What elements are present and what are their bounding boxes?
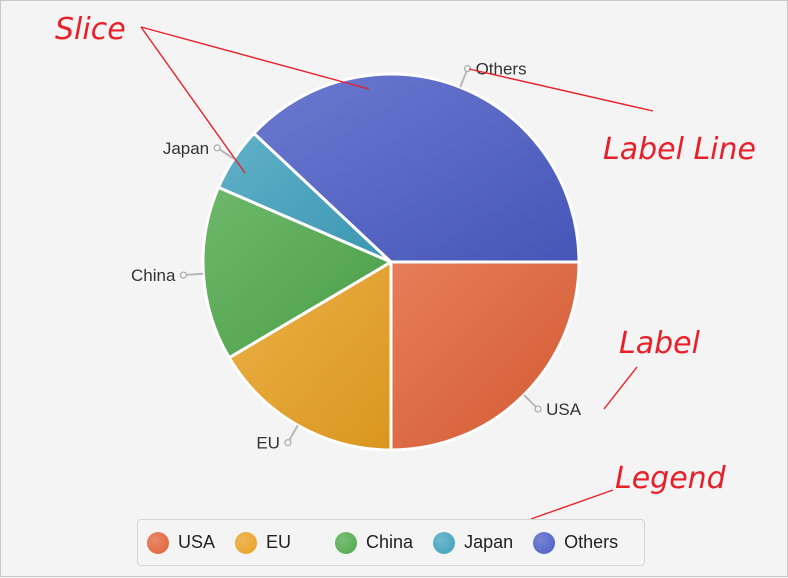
annotation-label: Label — [619, 326, 701, 361]
annotation-line — [603, 366, 638, 410]
legend-item-eu[interactable]: EU — [235, 531, 292, 554]
legend-swatch-icon — [433, 531, 456, 554]
legend: USA EU China Japan Others — [137, 519, 645, 566]
annotation-line — [140, 26, 246, 174]
label-dot-eu — [284, 439, 292, 447]
legend-swatch-icon — [235, 531, 258, 554]
legend-label: China — [366, 532, 414, 552]
annotation-label-line: Label Line — [603, 132, 756, 167]
legend-item-japan[interactable]: Japan — [433, 531, 514, 554]
slice-label-china: China — [131, 266, 176, 285]
annotation-slice: Slice — [55, 12, 126, 47]
label-dot-japan — [213, 144, 221, 152]
label-dot-china — [179, 271, 188, 279]
label-dot-others — [463, 65, 472, 73]
slice-label-eu: EU — [256, 434, 280, 453]
slice-usa[interactable] — [389, 260, 581, 452]
annotation-legend: Legend — [615, 461, 727, 496]
legend-label: EU — [266, 532, 292, 552]
legend-item-others[interactable]: Others — [533, 531, 619, 554]
slices — [201, 72, 581, 452]
annotation-line — [468, 68, 654, 112]
legend-label: USA — [178, 532, 216, 552]
annotations: Slice Label Line Label Legend — [55, 12, 756, 520]
legend-swatch-icon — [147, 531, 169, 554]
annotation-line — [140, 26, 370, 90]
label-dot-usa — [534, 405, 542, 413]
legend-item-china[interactable]: China — [335, 531, 414, 554]
legend-label: Japan — [464, 532, 514, 552]
legend-swatch-icon — [533, 531, 556, 554]
slice-label-usa: USA — [546, 400, 582, 419]
legend-swatch-icon — [335, 531, 358, 554]
annotation-line — [530, 489, 614, 520]
legend-item-usa[interactable]: USA — [147, 531, 216, 554]
legend-label: Others — [564, 532, 619, 552]
slice-label-japan: Japan — [163, 139, 209, 158]
